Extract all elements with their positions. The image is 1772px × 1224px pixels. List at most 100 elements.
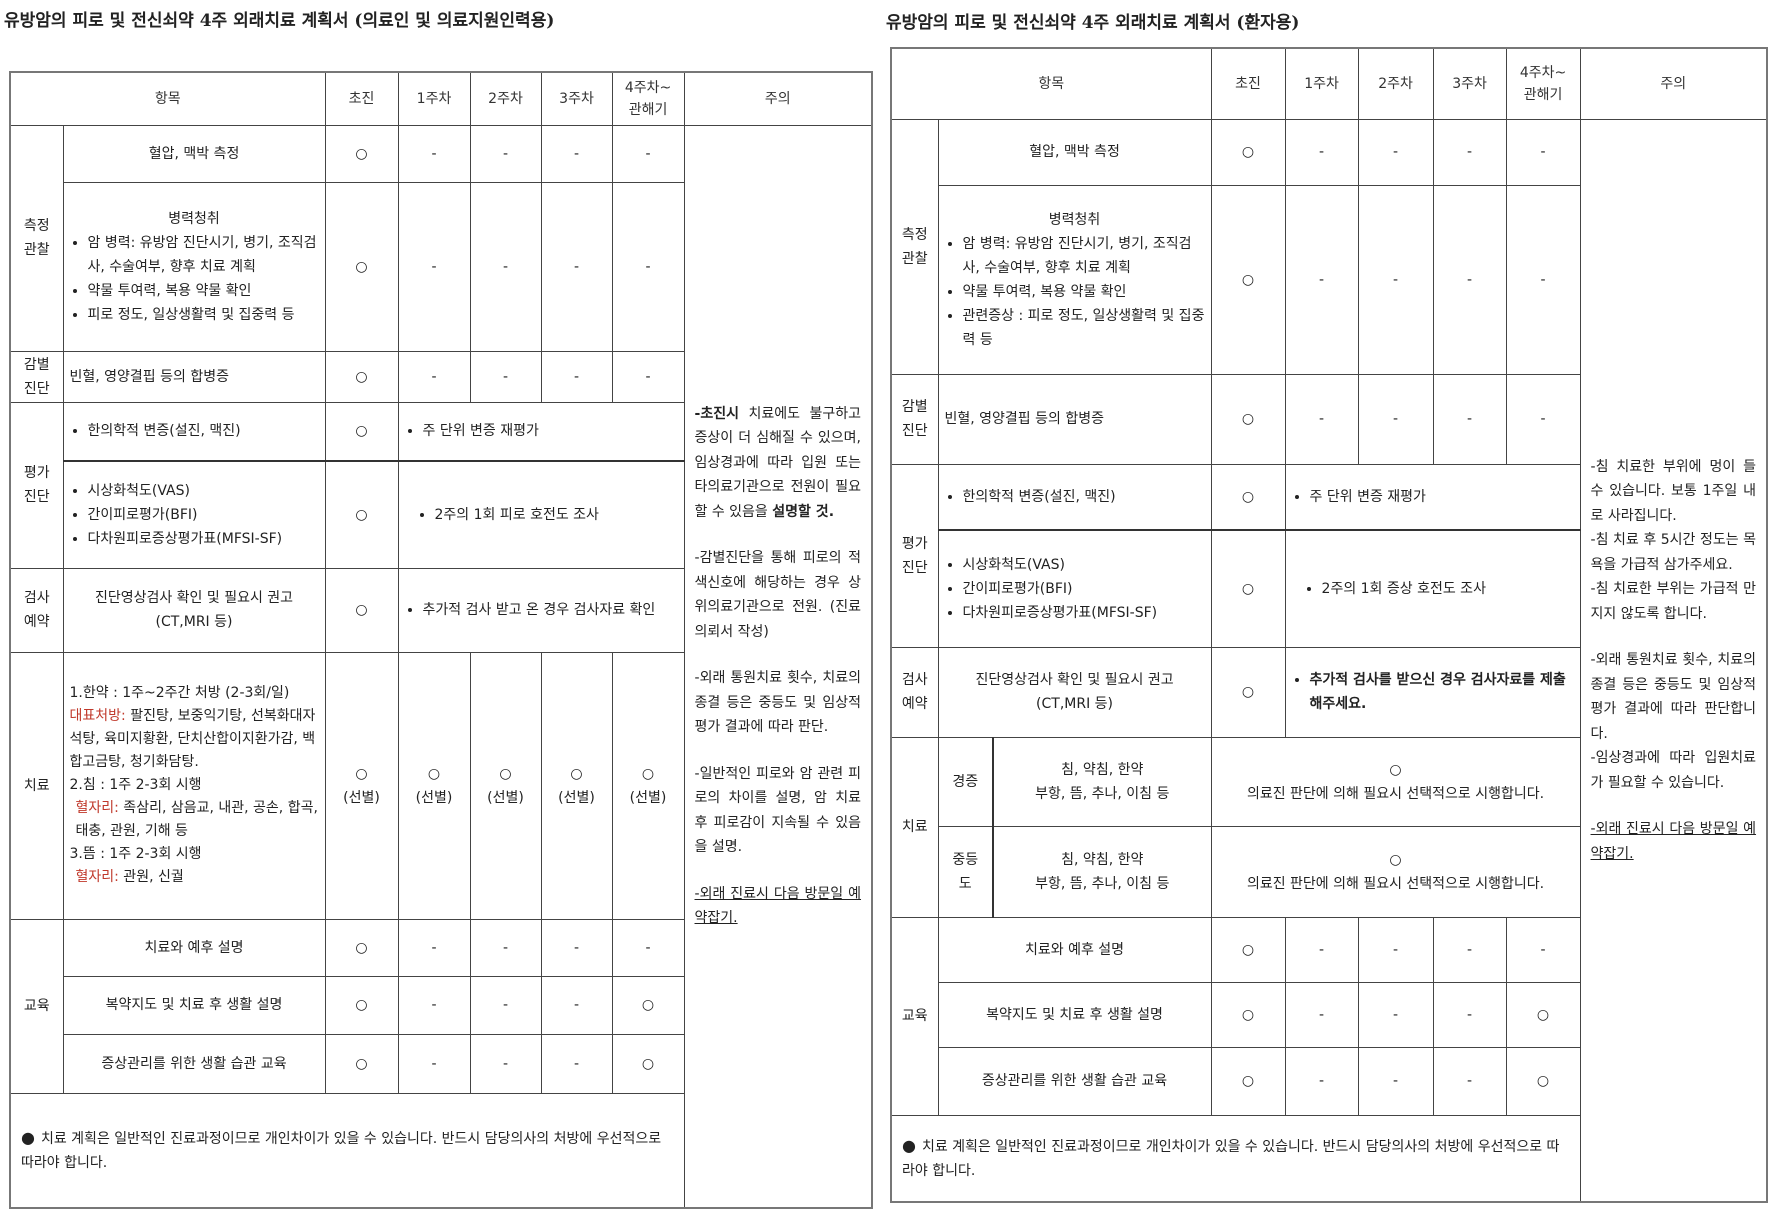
item-complication: 빈혈, 영양결핍 등의 합병증	[937, 373, 1212, 465]
bullet: 시상화척도(VAS)	[88, 479, 319, 503]
header-week1: 1주차	[1284, 47, 1359, 120]
mark-cell: -	[1284, 981, 1359, 1048]
mark-cell: -	[1284, 373, 1359, 465]
mark-cell: -	[611, 918, 685, 977]
bullet: 2주의 1회 피로 호전도 조사	[435, 503, 678, 527]
item-complication: 빈혈, 영양결핍 등의 합병증	[62, 350, 326, 403]
item-bp: 혈압, 맥박 측정	[937, 118, 1212, 186]
bullet: 피로 정도, 일상생활력 및 집중력 등	[88, 303, 319, 327]
mark-cell: -	[1432, 981, 1507, 1048]
mark-cell: -	[1357, 373, 1434, 465]
bullet: 암 병력: 유방암 진단시기, 병기, 조직검사, 수술여부, 향후 치료 계획	[88, 231, 319, 279]
item-history: 병력청취 암 병력: 유방암 진단시기, 병기, 조직검사, 수술여부, 향후 …	[937, 184, 1212, 375]
mark-cell: -	[397, 350, 471, 403]
mark-cell: -	[469, 124, 542, 183]
mark-cell: -	[540, 181, 613, 352]
mark-cell: -	[1357, 1046, 1434, 1116]
bullet: 다차원피로증상평가표(MFSI-SF)	[88, 527, 319, 551]
mark-cell: -	[469, 918, 542, 977]
bullet: 약물 투여력, 복용 약물 확인	[88, 279, 319, 303]
item-lifestyle-education: 증상관리를 위한 생활 습관 교육	[937, 1046, 1212, 1116]
header-item: 항목	[890, 47, 1212, 120]
red-label: 대표처방:	[69, 708, 126, 724]
bullet: 약물 투여력, 복용 약물 확인	[963, 280, 1205, 304]
notes-cell: -침 치료한 부위에 멍이 들 수 있습니다. 보통 1주일 내로 사라집니다.…	[1579, 118, 1768, 1203]
mark-cell: -	[1284, 916, 1359, 983]
mark-cell: -	[540, 918, 613, 977]
header-item: 항목	[9, 71, 326, 126]
mark-cell: -	[1432, 373, 1507, 465]
bullet: 간이피로평가(BFI)	[963, 577, 1205, 601]
left-document-title: 유방암의 피로 및 전신쇠약 4주 외래치료 계획서 (의료인 및 의료지원인력…	[4, 11, 555, 31]
mark-cell: -	[1357, 981, 1434, 1048]
disclaimer-text: 치료 계획은 일반적인 진료과정이므로 개인차이가 있을 수 있습니다. 반드시…	[902, 1138, 1560, 1179]
bullet: 암 병력: 유방암 진단시기, 병기, 조직검사, 수술여부, 향후 치료 계획	[963, 232, 1205, 280]
note-text: -침 치료한 부위에 멍이 들 수 있습니다. 보통 1주일 내로 사라집니다.	[1590, 458, 1757, 524]
item-imaging: 진단영상검사 확인 및 필요시 권고 (CT,MRI 등)	[62, 567, 326, 653]
bullet: 시상화척도(VAS)	[963, 553, 1205, 577]
mark-cell: ○	[1210, 529, 1286, 648]
category-exam: 검사 예약	[9, 567, 64, 653]
category-differential: 감별 진단	[9, 350, 64, 403]
mark: ○	[427, 765, 441, 782]
item-treatment-plan: 1.한약 : 1주~2주간 처방 (2-3회/일) 대표처방: 팔진탕, 보중익…	[62, 651, 326, 920]
mark-cell: -	[1505, 118, 1581, 186]
mark-cell: -	[397, 1033, 471, 1094]
note-text: -임상경과에 따라 입원치료가 필요할 수 있습니다.	[1590, 750, 1757, 791]
mark-cell: ○	[1210, 1046, 1286, 1116]
treatment-note-cell: ○ 의료진 판단에 의해 필요시 선택적으로 시행합니다.	[1210, 736, 1581, 827]
bullet: 2주의 1회 증상 호전도 조사	[1322, 577, 1574, 601]
category-differential: 감별 진단	[890, 373, 939, 465]
mark-cell: -	[1357, 184, 1434, 375]
mark-cell: -	[1505, 916, 1581, 983]
history-title: 병력청취	[1048, 211, 1101, 228]
bullet: 주 단위 변증 재평가	[1310, 485, 1574, 509]
header-week1: 1주차	[397, 71, 471, 126]
bullet: 추가적 검사를 받으신 경우 검사자료를 제출해주세요.	[1310, 668, 1574, 716]
mark-cell: ○ (선별)	[397, 651, 471, 920]
category-measure: 측정 관찰	[9, 124, 64, 352]
treatment-note: 의료진 판단에 의해 필요시 선택적으로 시행합니다.	[1246, 785, 1545, 802]
note-text: -초진시	[694, 405, 739, 422]
treatment-line: 팔진탕, 보중익기탕, 선복화대자석탕, 육미지황환, 단치산합이지환가감, 백…	[69, 708, 316, 770]
mark-cell: ○	[611, 1033, 685, 1094]
category-measure: 측정 관찰	[890, 118, 939, 375]
mark: ○	[499, 765, 512, 782]
mark: ○	[641, 765, 655, 782]
history-title: 병력청취	[168, 210, 220, 227]
mark-cell: ○ (선별)	[324, 651, 399, 920]
followup-cell: 추가적 검사 받고 온 경우 검사자료 확인	[397, 567, 685, 653]
mark-cell: -	[1284, 1046, 1359, 1116]
followup-cell: 추가적 검사를 받으신 경우 검사자료를 제출해주세요.	[1284, 646, 1581, 738]
note-text: -침 치료 후 5시간 정도는 목욕을 가급적 삼가주세요.	[1590, 532, 1757, 573]
item-prognosis: 치료와 예후 설명	[937, 916, 1212, 983]
disclaimer-text: 치료 계획은 일반적인 진료과정이므로 개인차이가 있을 수 있습니다. 반드시…	[21, 1130, 662, 1171]
header-notes: 주의	[1579, 47, 1768, 120]
red-label: 혈자리:	[75, 869, 119, 885]
patient-plan-table: 항목 초진 1주차 2주차 3주차 4주차~ 관해기 주의 측정 관찰 혈압, …	[890, 47, 1769, 1203]
header-week3: 3주차	[1432, 47, 1507, 120]
treatment-line: 족삼리, 삼음교, 내관, 공손, 합곡, 태충, 관원, 기해 등	[75, 800, 318, 839]
followup-cell: 주 단위 변증 재평가	[1284, 463, 1581, 531]
mark-cell: -	[469, 975, 542, 1035]
red-label: 혈자리:	[75, 800, 119, 816]
mark-cell: -	[397, 975, 471, 1035]
mark-cell: -	[1284, 184, 1359, 375]
mark-cell: ○	[1210, 184, 1286, 375]
mark-cell: -	[397, 181, 471, 352]
bullet: 다차원피로증상평가표(MFSI-SF)	[963, 601, 1205, 625]
note-text: -일반적인 피로와 암 관련 피로의 차이를 설명, 암 치료 후 피로감이 지…	[694, 765, 862, 856]
mark-cell: ○	[324, 350, 399, 403]
mark-cell: -	[611, 350, 685, 403]
mark-note: (선별)	[415, 789, 453, 806]
mark-cell: ○	[324, 975, 399, 1035]
item-scales: 시상화척도(VAS)간이피로평가(BFI)다차원피로증상평가표(MFSI-SF)	[62, 460, 326, 569]
item-lifestyle-education: 증상관리를 위한 생활 습관 교육	[62, 1033, 326, 1094]
mark-cell: -	[1432, 916, 1507, 983]
mark-cell: ○ (선별)	[540, 651, 613, 920]
mark-cell: -	[1505, 184, 1581, 375]
mark-cell: ○ (선별)	[611, 651, 685, 920]
item-bp: 혈압, 맥박 측정	[62, 124, 326, 183]
mark-cell: -	[1432, 118, 1507, 186]
mark-note: (선별)	[343, 789, 380, 806]
